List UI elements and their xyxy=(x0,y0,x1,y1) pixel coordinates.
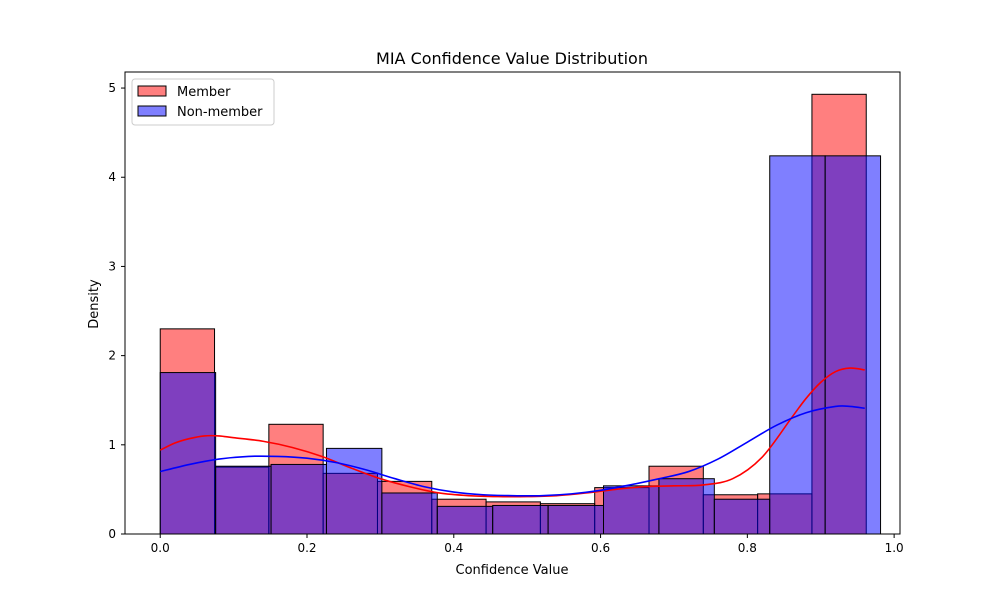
y-tick-label: 3 xyxy=(108,259,116,273)
x-tick-label: 0.6 xyxy=(591,541,610,555)
legend-swatch-1 xyxy=(137,105,167,117)
y-tick-label: 1 xyxy=(108,438,116,452)
x-tick-label: 0.0 xyxy=(151,541,170,555)
histogram-bar xyxy=(547,504,605,535)
legend-swatch-0 xyxy=(137,85,167,97)
histogram-bar xyxy=(270,463,327,535)
y-tick-label: 5 xyxy=(108,81,116,95)
histogram-bar xyxy=(769,155,826,535)
histogram-bar xyxy=(436,505,494,535)
histogram-bar xyxy=(713,498,771,535)
kde-line-series-0 xyxy=(159,367,865,498)
legend-label-1: Non-member xyxy=(177,105,263,120)
y-axis: 0 1 2 3 4 5 xyxy=(108,81,125,541)
x-axis-label: Confidence Value xyxy=(456,563,569,578)
plot-frame xyxy=(124,71,901,535)
x-tick-label: 1.0 xyxy=(885,541,904,555)
legend: Member Non-member xyxy=(131,78,275,126)
legend-box xyxy=(131,78,275,126)
series-1-bars xyxy=(159,155,882,535)
y-tick-label: 2 xyxy=(108,349,116,363)
x-axis: 0.0 0.2 0.4 0.6 0.8 1.0 xyxy=(151,534,904,555)
histogram-bar xyxy=(381,492,438,535)
histogram-bar xyxy=(159,372,217,535)
y-tick-label: 0 xyxy=(108,527,116,541)
histogram-bar xyxy=(492,504,549,535)
legend-label-0: Member xyxy=(177,85,231,100)
histogram-bar xyxy=(658,478,715,535)
plot-area xyxy=(124,71,901,535)
histogram-bar xyxy=(215,465,272,535)
y-tick-label: 4 xyxy=(108,170,116,184)
histogram-bar xyxy=(824,155,882,535)
kde-line-series-1 xyxy=(160,405,865,497)
y-axis-label: Density xyxy=(87,279,102,329)
x-tick-label: 0.8 xyxy=(738,541,757,555)
x-tick-label: 0.2 xyxy=(297,541,316,555)
chart-title: MIA Confidence Value Distribution xyxy=(376,49,648,68)
histogram-bar xyxy=(603,485,660,535)
x-tick-label: 0.4 xyxy=(444,541,463,555)
